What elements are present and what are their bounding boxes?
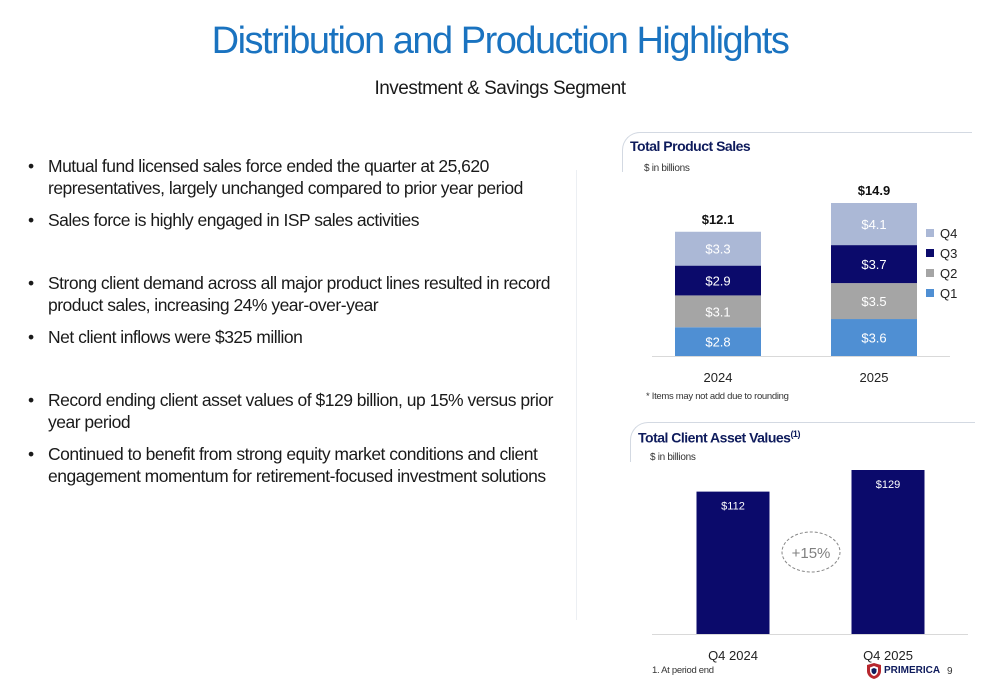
assets-chart-title: Total Client Asset Values(1) — [638, 429, 800, 446]
legend-label-q3: Q3 — [940, 246, 957, 261]
sales-bar-segment-q4 — [675, 231, 761, 266]
primerica-logo: PRIMERICA — [866, 662, 940, 682]
legend-swatch-q1 — [926, 289, 934, 297]
legend-label-q1: Q1 — [940, 286, 957, 301]
sales-category-label: 2024 — [704, 370, 733, 385]
bullet-item: Net client inflows were $325 million — [28, 326, 576, 348]
legend-swatch-q3 — [926, 249, 934, 257]
page-subtitle: Investment & Savings Segment — [374, 78, 626, 99]
assets-value-label: $112 — [721, 501, 745, 513]
shield-icon — [867, 663, 881, 679]
assets-chart-title-superscript: (1) — [790, 429, 800, 439]
assets-bar — [851, 470, 925, 634]
sales-segment-label: $4.1 — [861, 217, 886, 232]
assets-chart-title-text: Total Client Asset Values — [638, 429, 791, 446]
sales-chart-note: * Items may not add due to rounding — [646, 391, 789, 402]
assets-category-label: Q4 2024 — [708, 648, 758, 663]
sales-total-label: $12.1 — [702, 212, 735, 227]
footnote: 1. At period end — [652, 665, 714, 676]
sales-bar-segment-q3 — [831, 245, 917, 284]
logo-wordmark: PRIMERICA — [884, 665, 941, 676]
assets-panel-frame — [630, 422, 975, 462]
bullet-list: Mutual fund licensed sales force ended t… — [28, 155, 576, 487]
bullet-item: Strong client demand across all major pr… — [28, 272, 576, 316]
assets-unit-label: $ in billions — [650, 452, 696, 463]
legend-swatch-q4 — [926, 229, 934, 237]
sales-category-label: 2025 — [860, 370, 889, 385]
sales-chart-title: Total Product Sales — [630, 138, 751, 154]
legend-label-q2: Q2 — [940, 266, 957, 281]
sales-bar-segment-q2 — [831, 283, 917, 320]
legend-label-q4: Q4 — [940, 226, 957, 241]
sales-bar-segment-q1 — [675, 327, 761, 356]
sales-segment-label: $3.3 — [705, 242, 730, 257]
bullet-item: Continued to benefit from strong equity … — [28, 443, 576, 487]
sales-segment-label: $3.6 — [861, 331, 886, 346]
sales-unit-label: $ in billions — [644, 163, 690, 174]
sales-bar-segment-q4 — [831, 203, 917, 246]
divider — [576, 170, 577, 620]
assets-value-label: $129 — [876, 479, 900, 491]
sales-segment-label: $3.7 — [861, 257, 886, 272]
page-number: 9 — [947, 666, 953, 677]
sales-total-label: $14.9 — [858, 183, 891, 198]
growth-annotation-ellipse — [781, 531, 841, 573]
growth-annotation-label: +15% — [792, 545, 831, 562]
bullet-item: Sales force is highly engaged in ISP sal… — [28, 209, 576, 231]
assets-bar — [696, 491, 770, 634]
sales-bar-segment-q3 — [675, 265, 761, 296]
sales-segment-label: $2.8 — [705, 335, 730, 350]
sales-segment-label: $3.5 — [861, 294, 886, 309]
assets-category-label: Q4 2025 — [863, 648, 913, 663]
page-title: Distribution and Production Highlights — [211, 20, 790, 62]
sales-panel-frame — [622, 132, 972, 172]
sales-bar-segment-q1 — [831, 319, 917, 356]
sales-segment-label: $2.9 — [705, 274, 730, 289]
sales-bar-segment-q2 — [675, 295, 761, 328]
bullet-item: Mutual fund licensed sales force ended t… — [28, 155, 576, 199]
bullet-item: Record ending client asset values of $12… — [28, 389, 576, 433]
legend-swatch-q2 — [926, 269, 934, 277]
sales-segment-label: $3.1 — [705, 304, 730, 319]
